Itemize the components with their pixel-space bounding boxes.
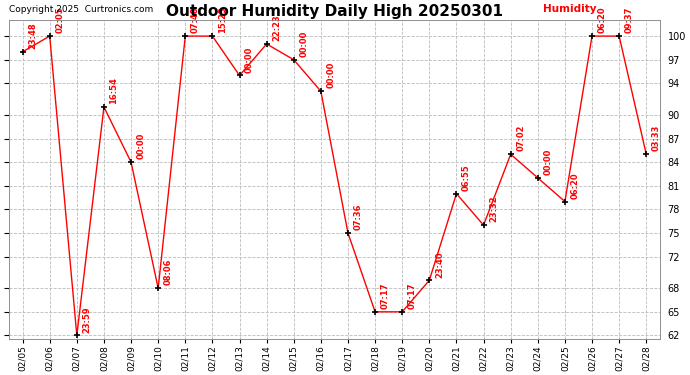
Text: 06:55: 06:55 (462, 164, 471, 191)
Text: 02:05: 02:05 (55, 7, 64, 33)
Text: 22:23: 22:23 (272, 15, 282, 41)
Text: 00:00: 00:00 (245, 46, 254, 73)
Text: 09:37: 09:37 (624, 7, 633, 33)
Text: 23:32: 23:32 (489, 196, 498, 222)
Text: 00:00: 00:00 (543, 149, 553, 175)
Text: 00:00: 00:00 (137, 133, 146, 159)
Text: 03:33: 03:33 (652, 125, 661, 152)
Text: 00:00: 00:00 (326, 62, 335, 88)
Text: 06:20: 06:20 (598, 7, 607, 33)
Text: 07:17: 07:17 (408, 282, 417, 309)
Text: 07:17: 07:17 (381, 282, 390, 309)
Text: Copyright 2025  Curtronics.com: Copyright 2025 Curtronics.com (9, 5, 153, 14)
Text: 15:23: 15:23 (218, 6, 227, 33)
Text: 23:59: 23:59 (82, 306, 91, 333)
Text: 23:48: 23:48 (28, 22, 37, 49)
Text: 06:20: 06:20 (571, 172, 580, 199)
Text: 23:40: 23:40 (435, 251, 444, 278)
Text: 07:36: 07:36 (353, 204, 362, 230)
Text: 08:06: 08:06 (164, 259, 172, 285)
Text: 16:54: 16:54 (110, 77, 119, 104)
Text: 07:48: 07:48 (191, 7, 200, 33)
Text: 07:02: 07:02 (516, 125, 525, 152)
Title: Outdoor Humidity Daily High 20250301: Outdoor Humidity Daily High 20250301 (166, 4, 503, 19)
Text: Humidity: Humidity (542, 4, 596, 14)
Text: 00:00: 00:00 (299, 31, 308, 57)
